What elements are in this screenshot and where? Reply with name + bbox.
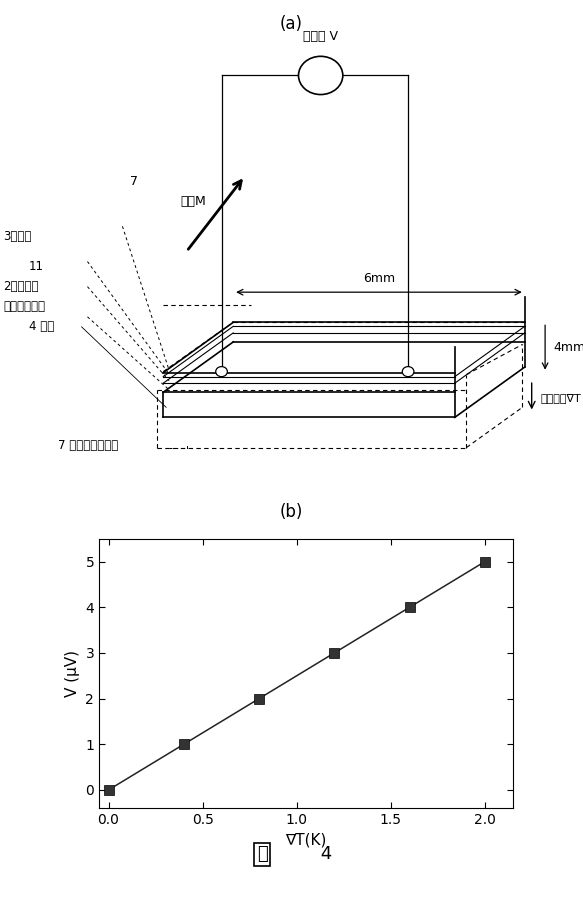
Text: 3起電膜: 3起電膜 xyxy=(3,230,31,242)
Text: (a): (a) xyxy=(280,15,303,33)
Y-axis label: V (μV): V (μV) xyxy=(65,650,80,697)
Circle shape xyxy=(216,366,227,376)
Text: 2柱状結晶: 2柱状結晶 xyxy=(3,280,38,293)
Text: 起電力 V: 起電力 V xyxy=(303,30,338,43)
Text: 図: 図 xyxy=(257,845,268,864)
Text: 温度勾配∇T: 温度勾配∇T xyxy=(540,392,581,402)
Text: 4 基体: 4 基体 xyxy=(29,321,54,333)
Circle shape xyxy=(298,57,343,94)
Text: (b): (b) xyxy=(280,503,303,521)
Text: V: V xyxy=(315,68,326,83)
Circle shape xyxy=(402,366,414,376)
Text: 4: 4 xyxy=(315,845,332,864)
Text: 4mm: 4mm xyxy=(554,341,583,354)
X-axis label: ∇T(K): ∇T(K) xyxy=(286,832,326,848)
Text: 6mm: 6mm xyxy=(363,271,395,285)
Text: 7: 7 xyxy=(130,174,138,188)
Text: 11: 11 xyxy=(29,260,44,273)
Text: フェライト層: フェライト層 xyxy=(3,300,45,313)
Text: 磁化M: 磁化M xyxy=(181,195,206,207)
Text: 7 温度差印加手段: 7 温度差印加手段 xyxy=(58,438,118,452)
